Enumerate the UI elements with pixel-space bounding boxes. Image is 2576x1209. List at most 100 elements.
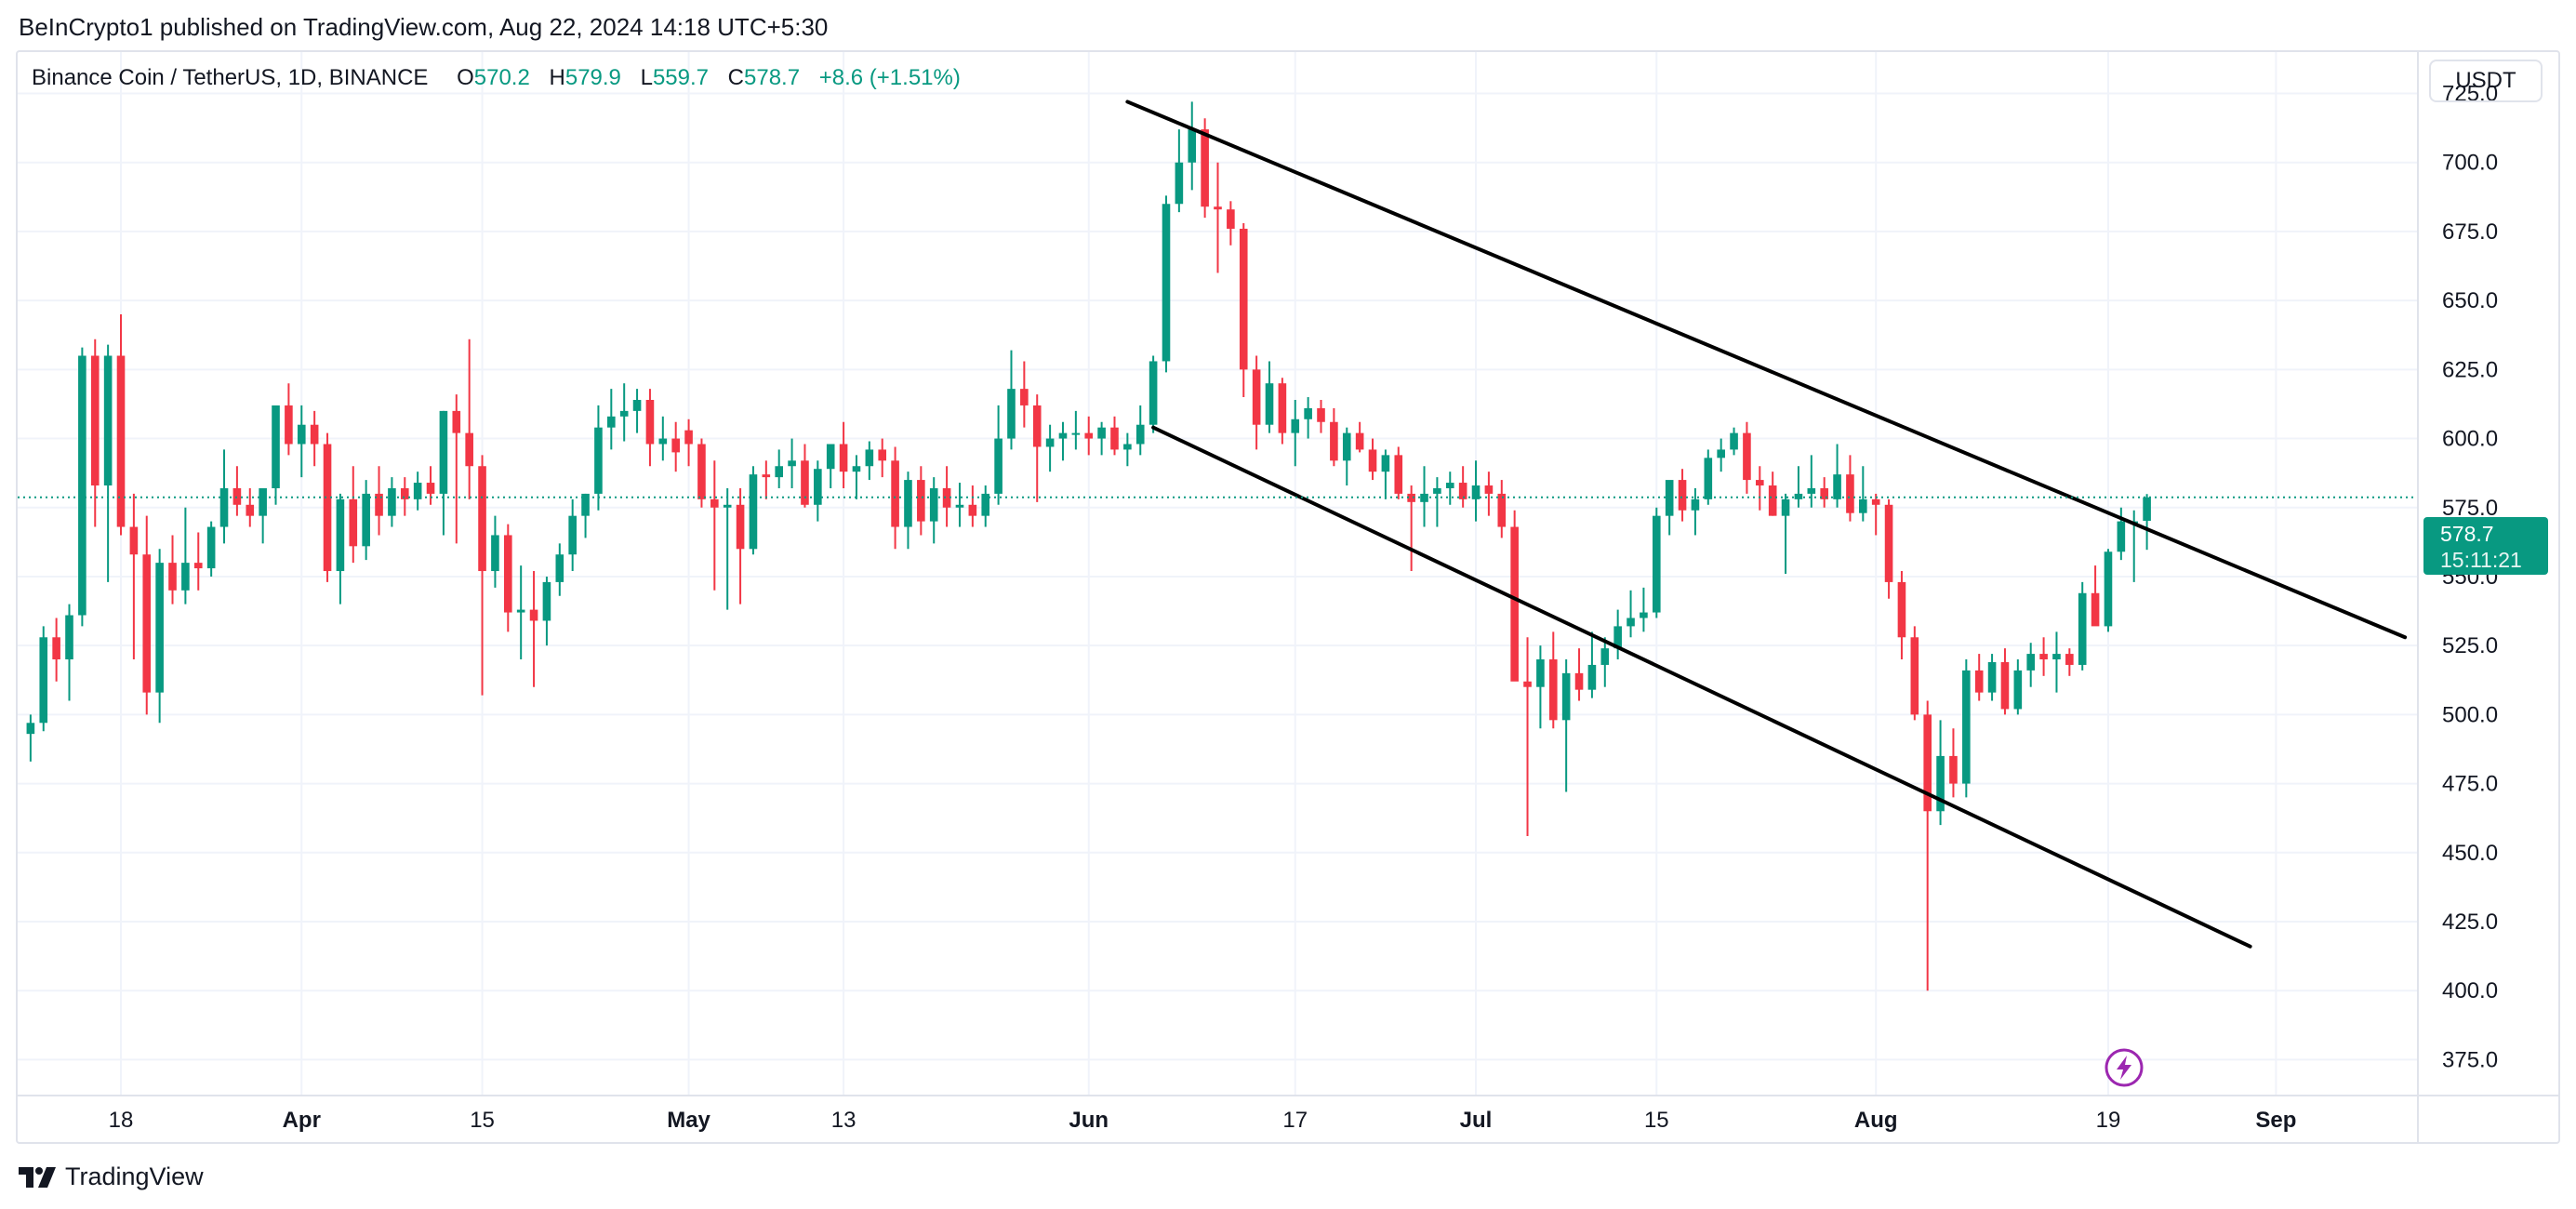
candle-body — [516, 609, 525, 613]
candle — [310, 410, 319, 467]
candle-body — [1239, 228, 1248, 370]
candle-body — [219, 487, 229, 527]
candle-body — [491, 535, 499, 572]
time-tick-label: Aug — [1854, 1108, 1898, 1133]
candle-body — [90, 355, 100, 486]
candle-body — [375, 493, 383, 516]
candle-body — [1743, 432, 1751, 481]
candle — [1330, 407, 1338, 467]
candle — [465, 339, 473, 499]
candle — [1704, 449, 1713, 505]
candle — [1368, 438, 1377, 481]
candle — [1846, 455, 1854, 522]
candle-body — [645, 400, 655, 445]
price-tick-label: 575.0 — [2442, 496, 2498, 521]
candle-body — [1342, 432, 1351, 461]
candle-body — [1678, 480, 1687, 511]
currency-button[interactable]: USDT — [2429, 60, 2543, 102]
candle — [1652, 507, 1661, 618]
candle — [1627, 590, 1635, 638]
tradingview-logo[interactable]: TradingView — [19, 1162, 204, 1191]
candle — [929, 477, 938, 544]
change-value: +8.6 (+1.51%) — [818, 65, 961, 90]
candle-body — [116, 355, 126, 527]
candle — [994, 405, 1003, 505]
symbol-title[interactable]: Binance Coin / TetherUS, 1D, BINANCE — [32, 65, 429, 90]
tradingview-logo-icon — [19, 1166, 56, 1188]
candle — [1317, 400, 1325, 433]
candle — [1045, 424, 1055, 472]
candle — [2052, 631, 2061, 693]
candle-body — [1833, 474, 1841, 499]
candle — [1523, 637, 1532, 836]
candle — [1342, 427, 1351, 486]
candle — [1962, 659, 1971, 798]
candle — [865, 441, 874, 481]
candle — [400, 477, 409, 516]
candle-body — [297, 424, 306, 445]
candle-body — [542, 581, 551, 621]
candle-body — [801, 460, 809, 505]
candle-body — [1974, 670, 1984, 693]
candle-body — [1110, 427, 1119, 450]
lightning-icon[interactable] — [2104, 1047, 2144, 1088]
candle — [1691, 487, 1700, 536]
candle-body — [336, 498, 345, 572]
candle — [749, 466, 758, 555]
candle-body — [1278, 383, 1287, 433]
candle — [1548, 631, 1558, 729]
candle — [26, 714, 35, 762]
candle-body — [400, 487, 409, 499]
candle — [78, 347, 86, 627]
candle-body — [26, 723, 35, 735]
candle-body — [2052, 654, 2061, 660]
candle-body — [1871, 498, 1880, 505]
candle — [2039, 637, 2048, 676]
candle — [1394, 446, 1403, 499]
candle — [671, 421, 680, 472]
candle — [1188, 101, 1197, 191]
candle — [1149, 355, 1158, 433]
candle — [1717, 438, 1725, 472]
candle-body — [710, 498, 719, 508]
candle — [452, 394, 461, 544]
price-axis[interactable]: 725.0700.0675.0650.0625.0600.0575.0550.0… — [2442, 82, 2498, 1073]
candle-body — [1007, 389, 1016, 439]
candle — [981, 485, 990, 527]
candle — [1820, 477, 1828, 508]
candle-body — [503, 535, 512, 613]
candle — [1123, 432, 1132, 467]
candle-body — [1962, 670, 1971, 784]
candle — [1910, 626, 1919, 721]
candle — [697, 438, 706, 508]
candle-body — [942, 487, 951, 508]
candle-body — [697, 444, 706, 499]
candle — [206, 521, 216, 577]
candle — [878, 438, 887, 478]
candle-body — [1381, 455, 1390, 472]
candle-body — [2065, 654, 2074, 665]
open-value: 570.2 — [473, 65, 530, 90]
candle-body — [1020, 389, 1029, 405]
price-tick-label: 675.0 — [2442, 219, 2498, 245]
trendlines — [1125, 100, 2408, 949]
candle — [297, 405, 306, 478]
time-tick-label: 18 — [109, 1108, 134, 1133]
candle-body — [1227, 209, 1235, 229]
candle — [955, 483, 964, 527]
candle-body — [826, 444, 835, 470]
candle — [426, 466, 435, 505]
candle — [968, 485, 977, 527]
candle-body — [555, 554, 564, 582]
candle — [645, 389, 655, 467]
candle-body — [181, 563, 190, 591]
candle-body — [1652, 515, 1661, 613]
candle-body — [1175, 162, 1184, 205]
time-axis[interactable]: 18 Apr 15 May 13 Jun 17 Jul 15 Aug 19 Sep — [109, 1108, 2297, 1133]
candles — [26, 101, 2151, 991]
candle-body — [2143, 497, 2151, 522]
time-tick-label: Sep — [2255, 1108, 2296, 1133]
candle — [516, 565, 525, 660]
candle-body — [1458, 483, 1467, 499]
